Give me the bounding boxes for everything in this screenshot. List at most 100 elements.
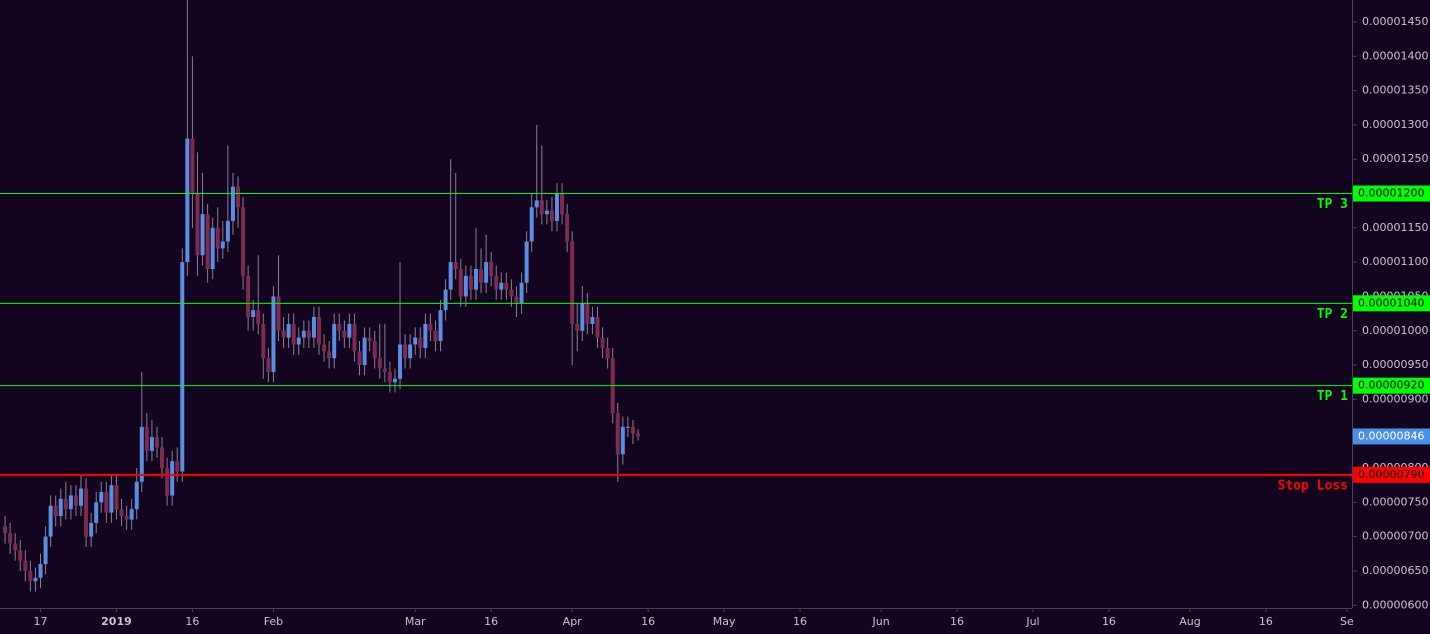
candle-body [499,282,504,290]
candle-body [165,468,170,496]
candle-body [271,296,276,372]
candle-body [327,351,332,359]
level-name: TP 1 [1317,389,1348,404]
level-tag-label: 0.00000920 [1358,379,1424,392]
candle-body [625,426,630,428]
candle-body [570,241,575,324]
candle-body [296,337,301,345]
candle-body [281,330,286,338]
candle-body [620,426,625,455]
y-tick-label: 0.00000600 [1362,598,1428,611]
x-tick-label: 16 [950,615,964,628]
candle-body [352,323,357,352]
y-tick-label: 0.00001300 [1362,118,1428,131]
candle-body [43,536,48,565]
x-tick-label: 2019 [101,615,132,628]
candle-body [68,495,73,510]
x-tick-label: Apr [563,615,583,628]
candle-body [489,262,494,276]
candle-body [433,330,438,342]
level-tag-label: 0.00001200 [1358,187,1424,200]
candle-body [276,296,281,331]
candle-body [347,323,352,338]
candle-body [443,289,448,311]
candle-body [468,275,473,290]
candle-body [53,505,58,517]
x-tick-label: 16 [484,615,498,628]
candle-body [195,193,200,256]
candle-body [615,413,620,455]
candle-body [3,526,8,534]
candle-body [129,509,134,520]
candle-body [636,433,641,437]
x-tick-label: 16 [1102,615,1116,628]
candle-body [220,241,225,249]
candle-body [205,214,210,270]
candle-body [38,564,43,578]
candle-body [524,241,529,283]
candle-body [403,344,408,359]
candle-body [529,207,534,242]
level-tag [1353,185,1430,202]
candle-body [114,485,119,510]
candle-body [13,543,18,551]
candle-body [144,426,149,451]
x-tick-label: 16 [1259,615,1273,628]
y-tick-label: 0.00000750 [1362,495,1428,508]
candle-body [33,577,38,582]
level-name: TP 2 [1317,307,1348,322]
candle-body [200,214,205,256]
candle-body [119,509,124,517]
candle-body [23,560,28,571]
candle-body [458,269,463,297]
candle-body [246,275,251,318]
candle-body [377,358,382,369]
candle-body [306,330,311,338]
candle-body [362,337,367,366]
candle-body [392,378,397,383]
candle-body [590,317,595,324]
candle-body [332,323,337,359]
candle-body [99,492,104,503]
candle-body [317,317,322,345]
candle-body [58,498,63,517]
y-tick-label: 0.00001450 [1362,15,1428,28]
candle-body [438,310,443,342]
candle-body [463,275,468,297]
y-tick-label: 0.00001250 [1362,152,1428,165]
candle-body [600,337,605,348]
level-name: Stop Loss [1278,478,1348,493]
x-tick-label: Jun [871,615,889,628]
candle-body [301,330,306,338]
candle-body [418,337,423,348]
candle-body [251,310,256,318]
candle-body [180,262,185,472]
candle-body [8,533,13,544]
candle-body [94,502,99,523]
candle-body [210,227,215,270]
x-tick-label: 16 [641,615,655,628]
level-tag [1353,377,1430,394]
last-price-tag [1353,428,1430,445]
candle-body [630,426,635,434]
x-tick-label: 16 [185,615,199,628]
candle-body [509,289,514,297]
candle-body [504,282,509,290]
candle-body [266,358,271,372]
candle-body [494,275,499,290]
level-tag-label: 0.00001040 [1358,296,1424,309]
candle-body [230,186,235,221]
candle-body [79,488,84,506]
y-tick-label: 0.00001150 [1362,221,1428,234]
candle-body [149,437,154,451]
candle-body [605,347,610,359]
x-tick-label: 16 [793,615,807,628]
candle-body [357,351,362,366]
candle-body [534,200,539,208]
x-tick-label: Se [1340,615,1354,628]
candle-body [170,461,175,496]
x-tick-label: Mar [405,615,426,628]
candle-body [311,317,316,338]
candle-body [555,193,560,221]
candle-body [387,371,392,383]
